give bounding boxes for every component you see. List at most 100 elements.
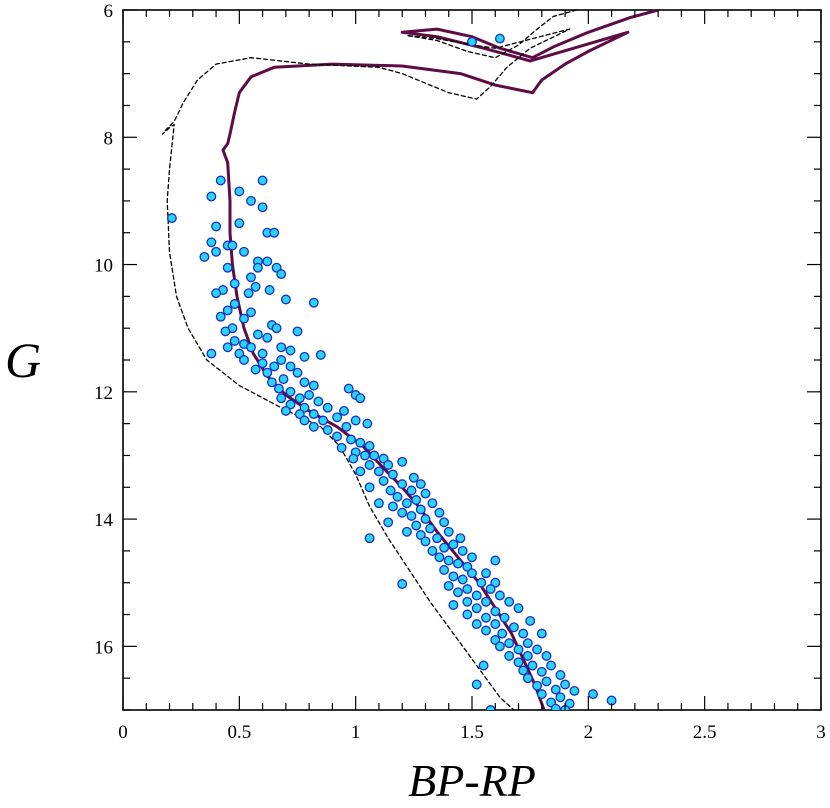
data-point xyxy=(481,596,491,607)
data-point xyxy=(588,689,598,700)
data-point xyxy=(350,415,361,426)
data-point xyxy=(555,692,566,703)
data-point xyxy=(222,342,233,353)
data-point xyxy=(211,246,222,257)
data-point xyxy=(308,421,319,432)
data-point xyxy=(455,533,466,544)
data-point xyxy=(518,665,529,676)
data-point xyxy=(411,495,422,505)
data-point xyxy=(406,510,417,521)
data-point xyxy=(264,285,275,295)
data-point xyxy=(541,676,552,687)
data-point xyxy=(532,644,543,655)
y-tick-label: 12 xyxy=(94,383,113,404)
x-axis-ticks: 0 0.5 1 1.5 2 2.5 3 xyxy=(118,10,826,743)
data-point xyxy=(341,421,352,432)
data-point xyxy=(348,453,359,464)
data-point xyxy=(494,641,505,652)
data-point xyxy=(246,272,256,283)
data-point xyxy=(397,579,408,589)
data-point xyxy=(229,278,240,289)
data-point xyxy=(453,587,463,598)
data-point xyxy=(266,377,277,388)
data-point xyxy=(518,628,529,639)
data-point xyxy=(443,526,454,537)
data-point xyxy=(206,237,217,248)
data-point xyxy=(448,571,459,582)
data-point xyxy=(262,367,273,378)
data-point xyxy=(294,393,305,404)
data-point xyxy=(550,684,561,695)
data-point xyxy=(308,380,319,391)
data-point xyxy=(536,689,547,700)
data-point xyxy=(550,703,561,710)
data-point xyxy=(411,520,422,531)
data-point xyxy=(343,383,354,394)
data-point xyxy=(360,450,370,461)
data-point xyxy=(481,568,491,579)
data-point xyxy=(457,545,468,556)
data-point xyxy=(439,542,450,553)
y-tick-label: 10 xyxy=(94,256,113,277)
data-point xyxy=(443,555,454,566)
data-point xyxy=(462,609,473,620)
data-point xyxy=(420,488,431,499)
data-point xyxy=(257,348,268,359)
data-point xyxy=(569,685,580,696)
data-point xyxy=(292,326,303,337)
data-point xyxy=(239,246,249,257)
data-point xyxy=(378,475,389,486)
data-point xyxy=(490,577,501,588)
data-point xyxy=(439,517,450,528)
data-point xyxy=(257,358,268,369)
data-point xyxy=(250,364,261,375)
data-point xyxy=(476,577,487,588)
data-point xyxy=(215,311,226,322)
data-point xyxy=(234,218,245,229)
data-point xyxy=(322,425,333,435)
data-point xyxy=(294,409,305,420)
data-point xyxy=(211,221,222,232)
data-point xyxy=(278,374,289,385)
isochrone-line-solid xyxy=(221,10,660,710)
data-point xyxy=(332,431,343,442)
data-point xyxy=(250,281,261,292)
data-point xyxy=(513,603,524,614)
data-point xyxy=(252,262,263,273)
data-point xyxy=(355,466,366,477)
data-point xyxy=(199,251,210,262)
data-point xyxy=(276,393,287,404)
data-point xyxy=(508,622,519,633)
isochrone-line-dashed xyxy=(161,10,578,710)
data-point xyxy=(490,606,501,617)
data-point xyxy=(434,507,445,518)
data-point xyxy=(462,584,473,595)
data-point xyxy=(387,501,398,512)
data-point xyxy=(285,345,296,356)
data-point xyxy=(471,619,482,630)
x-axis-title: BP-RP xyxy=(408,755,536,806)
data-point xyxy=(485,705,496,710)
data-point xyxy=(471,679,482,690)
data-point xyxy=(252,329,263,340)
isochrone-curves xyxy=(161,10,660,710)
data-point xyxy=(432,533,443,544)
data-point xyxy=(522,673,533,684)
data-point xyxy=(246,342,256,353)
data-point xyxy=(401,498,412,509)
data-point xyxy=(504,638,515,649)
data-point xyxy=(271,323,282,334)
data-point xyxy=(257,175,268,186)
data-point xyxy=(234,186,245,197)
data-point xyxy=(383,460,394,470)
data-point xyxy=(499,612,510,623)
data-point xyxy=(215,175,226,186)
data-point xyxy=(243,288,254,299)
data-point xyxy=(471,590,482,601)
data-point xyxy=(485,584,496,595)
data-point xyxy=(467,36,477,47)
data-point xyxy=(313,396,324,407)
data-point xyxy=(364,533,375,544)
data-point xyxy=(532,680,543,691)
data-point xyxy=(481,625,491,636)
